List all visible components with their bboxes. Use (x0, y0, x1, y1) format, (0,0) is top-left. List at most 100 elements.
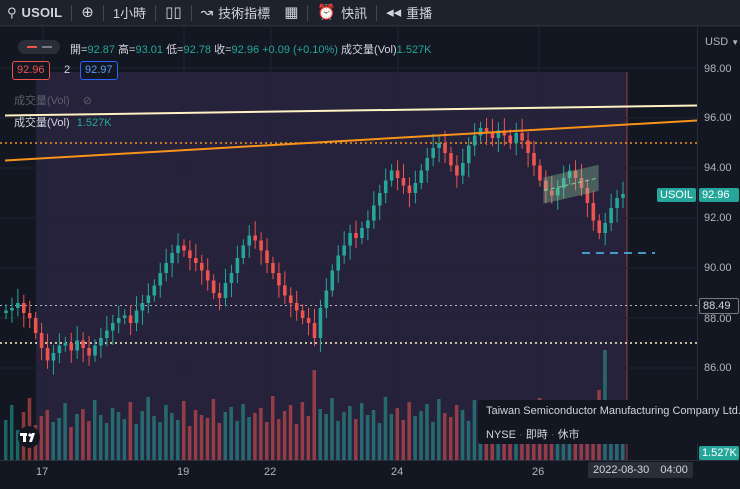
candle-body (241, 245, 246, 258)
price-chart[interactable] (0, 27, 697, 460)
candle-body (372, 205, 376, 221)
volume-bar (241, 404, 245, 460)
candle-body (538, 165, 542, 181)
candle-body (306, 318, 311, 323)
indicators-button[interactable]: ↝ 技術指標 (194, 0, 278, 26)
candle-body (69, 343, 74, 351)
candle-body (277, 273, 281, 286)
volume-bar (205, 418, 210, 460)
symbol-search[interactable]: ⚲ USOIL (0, 0, 69, 26)
volume-bar (152, 416, 156, 460)
price-axis[interactable] (697, 27, 740, 460)
candle-body (591, 203, 596, 221)
chart-pane[interactable] (0, 27, 697, 460)
volume-bar (235, 421, 239, 460)
volume-label: 成交量(Vol) (341, 44, 397, 56)
candle-body (4, 310, 8, 313)
price-tick: 98.00 (704, 63, 732, 75)
volume-bar (110, 408, 115, 460)
legend-toggle[interactable] (18, 40, 60, 54)
volume-bar (223, 412, 228, 460)
candle-body (283, 285, 287, 296)
candle-body (615, 198, 619, 208)
volume-indicator[interactable]: 成交量(Vol) 1.527K (14, 114, 112, 130)
candle-body (16, 303, 20, 308)
candle-body (217, 293, 222, 298)
volume-bar (270, 396, 275, 460)
volume-bar (621, 430, 625, 460)
candle-body (93, 345, 97, 356)
candle-body (235, 258, 240, 273)
high-label: 高= (118, 44, 136, 56)
low-value: 92.78 (183, 44, 212, 56)
candle-body (383, 180, 388, 193)
sell-price-button[interactable]: 92.96 (12, 61, 50, 80)
candle-body (502, 130, 507, 136)
volume-bar (389, 414, 394, 460)
tradingview-logo-icon[interactable] (14, 426, 44, 448)
volume-bar (401, 420, 405, 460)
alert-button[interactable]: ⏰ 快訊 (310, 0, 374, 26)
time-tick: 19 (177, 466, 190, 478)
volume-bar (116, 412, 121, 460)
layouts-button[interactable]: ▦ (277, 0, 305, 26)
volume-bar (371, 410, 376, 460)
search-icon: ⚲ (7, 5, 17, 20)
volume-bar (45, 410, 50, 460)
candle-body (395, 170, 400, 178)
hidden-volume-indicator[interactable]: 成交量(Vol) ⊘ (14, 92, 92, 108)
candle-body (366, 220, 370, 228)
volume-bar (395, 408, 400, 460)
candle-body (140, 303, 145, 311)
candle-body (621, 194, 625, 198)
volume-bar (348, 406, 352, 460)
candle-body (188, 250, 192, 258)
volume-bar (407, 402, 411, 460)
volume-bar (300, 402, 305, 460)
candle-body (360, 228, 364, 238)
candle-body (170, 253, 174, 263)
volume-value: 1.527K (396, 44, 432, 56)
buy-price-button[interactable]: 92.97 (80, 61, 118, 80)
last-price-tag: 92.96 (699, 188, 739, 202)
chevron-down-icon: ▼ (731, 38, 740, 47)
trendline-upper (4, 104, 697, 117)
volume-bar (217, 423, 222, 460)
volume-bar (187, 426, 192, 460)
replay-button[interactable]: ◂◂ 重播 (379, 0, 439, 26)
volume-bar (443, 413, 447, 460)
volume-bar (425, 404, 429, 460)
compare-button[interactable]: ⊕ (74, 0, 101, 26)
divider (190, 4, 192, 21)
candle-body (377, 193, 382, 206)
volume-bar (104, 423, 109, 460)
volume-bar (330, 398, 334, 460)
eye-off-icon[interactable]: ⊘ (82, 95, 92, 107)
candle-body (33, 318, 38, 333)
currency-selector[interactable]: USD ▼ (705, 36, 739, 48)
candle-body (45, 348, 50, 361)
volume-bar (176, 420, 180, 460)
volume-bar (354, 419, 358, 460)
symbol-label: USOIL (21, 5, 63, 20)
volume-bar (193, 410, 198, 460)
separator-dot: · (519, 429, 526, 441)
candle-body (63, 343, 68, 346)
candle-body (348, 233, 352, 246)
candle-body (573, 170, 578, 178)
candle-body (223, 283, 228, 298)
symbol-info-popup[interactable]: Taiwan Semiconductor Manufacturing Compa… (478, 400, 740, 444)
volume-bar (294, 424, 299, 460)
volume-bar (146, 397, 150, 460)
channel-midline (543, 177, 599, 191)
candle-body (324, 290, 329, 308)
volume-bar (306, 416, 311, 460)
candle-body (401, 178, 406, 186)
timeframe-button[interactable]: 1小時 (106, 0, 153, 26)
candle-body (389, 170, 394, 181)
price-tick: 96.00 (704, 112, 732, 124)
chart-type-button[interactable]: ▯▯ (158, 0, 189, 26)
change-value: +0.09 (+0.10%) (262, 44, 338, 56)
ohlc-legend: 開=92.87 高=93.01 低=92.78 收=92.96 +0.09 (+… (70, 41, 432, 57)
candle-body (27, 313, 32, 318)
